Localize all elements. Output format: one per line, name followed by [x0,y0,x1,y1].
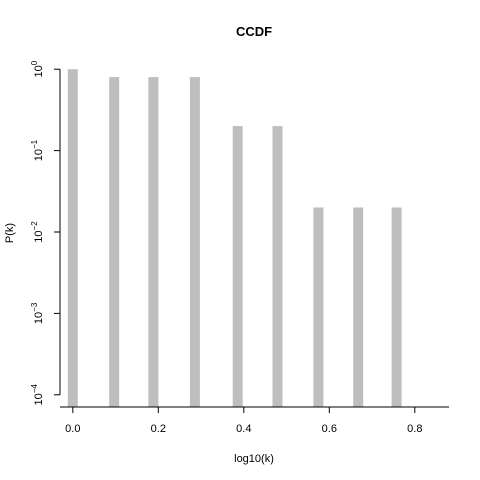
x-tick-label: 0.4 [236,423,251,435]
svg-text:10−2: 10−2 [30,221,45,243]
y-axis-label: P(k) [4,223,16,243]
bar-7 [353,207,364,407]
bars-group [67,69,402,407]
svg-text:100: 100 [30,60,45,77]
bar-2 [148,77,159,407]
bar-3 [189,77,200,407]
y-tick-label: 10−3 [30,302,45,324]
chart-title: CCDF [236,24,272,39]
y-tick-label: 10−4 [30,384,45,406]
bar-8 [391,207,402,407]
x-tick-label: 0.8 [407,423,422,435]
bar-5 [272,126,283,407]
x-tick-label: 0.2 [151,423,166,435]
y-tick-label: 10−1 [30,139,45,161]
x-tick-label: 0.0 [65,423,80,435]
bar-0 [67,69,78,407]
x-axis: 0.0 0.2 0.4 0.6 0.8 [60,406,449,435]
bar-6 [313,207,324,407]
x-tick-label: 0.6 [322,423,337,435]
bar-4 [232,126,243,407]
svg-text:10−3: 10−3 [30,302,45,324]
y-tick-label: 100 [30,60,45,77]
y-tick-label: 10−2 [30,221,45,243]
bar-1 [109,77,120,407]
x-axis-label: log10(k) [234,453,274,465]
svg-text:10−4: 10−4 [30,384,45,406]
y-axis: 100 10−1 10−2 10−3 10−4 [30,60,61,406]
svg-text:10−1: 10−1 [30,139,45,161]
